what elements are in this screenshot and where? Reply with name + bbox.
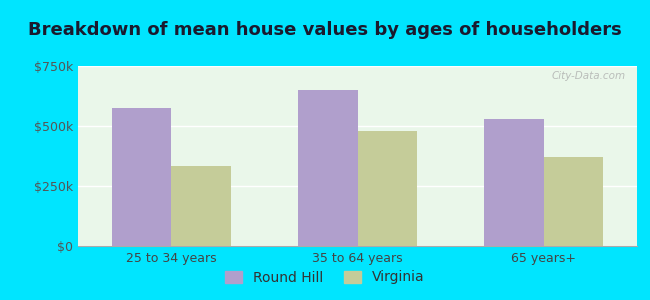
Bar bbox=[484, 119, 544, 246]
Bar bbox=[358, 131, 417, 246]
Bar bbox=[171, 166, 231, 246]
Bar bbox=[544, 157, 603, 246]
Bar bbox=[298, 90, 358, 246]
Text: City-Data.com: City-Data.com bbox=[552, 71, 626, 81]
Legend: Round Hill, Virginia: Round Hill, Virginia bbox=[220, 265, 430, 290]
Text: Breakdown of mean house values by ages of householders: Breakdown of mean house values by ages o… bbox=[28, 21, 622, 39]
Bar bbox=[112, 108, 171, 246]
